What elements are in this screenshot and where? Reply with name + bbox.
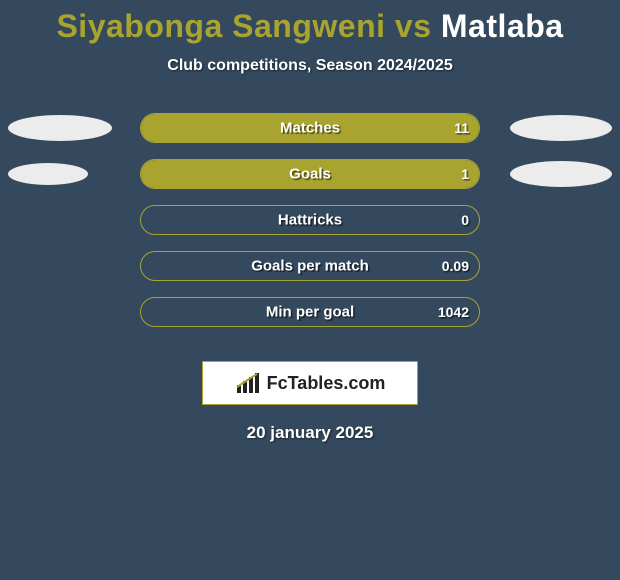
stat-label: Goals per match xyxy=(251,258,369,275)
comparison-chart: Matches 11 Goals 1 Hattricks 0 Goals per match… xyxy=(0,113,620,343)
left-ellipse xyxy=(8,115,112,141)
right-ellipse xyxy=(510,161,612,187)
stat-bar: Min per goal 1042 xyxy=(140,297,480,327)
bars-icon xyxy=(235,373,261,393)
stat-value: 1042 xyxy=(438,304,469,320)
stat-row: Goals 1 xyxy=(0,159,620,189)
stat-value: 1 xyxy=(461,166,469,182)
stat-row: Hattricks 0 xyxy=(0,205,620,235)
fctables-logo[interactable]: FcTables.com xyxy=(202,361,418,405)
subtitle: Club competitions, Season 2024/2025 xyxy=(0,57,620,75)
stat-label: Hattricks xyxy=(278,212,342,229)
stat-value: 0 xyxy=(461,212,469,228)
stat-value: 0.09 xyxy=(442,258,469,274)
stat-label: Matches xyxy=(280,120,340,137)
vs-text: vs xyxy=(395,8,432,44)
logo-text: FcTables.com xyxy=(267,373,386,394)
right-ellipse xyxy=(510,115,612,141)
stat-bar: Goals per match 0.09 xyxy=(140,251,480,281)
page-title: Siyabonga Sangweni vs Matlaba xyxy=(0,0,620,45)
stat-row: Matches 11 xyxy=(0,113,620,143)
stat-value: 11 xyxy=(454,120,469,136)
left-ellipse xyxy=(8,163,88,185)
player2-name: Matlaba xyxy=(441,8,564,44)
snapshot-date: 20 january 2025 xyxy=(0,423,620,443)
stat-label: Goals xyxy=(289,166,331,183)
stat-label: Min per goal xyxy=(266,304,354,321)
stat-row: Goals per match 0.09 xyxy=(0,251,620,281)
stat-bar: Matches 11 xyxy=(140,113,480,143)
player1-name: Siyabonga Sangweni xyxy=(56,8,385,44)
stat-row: Min per goal 1042 xyxy=(0,297,620,327)
stat-bar: Goals 1 xyxy=(140,159,480,189)
stat-bar: Hattricks 0 xyxy=(140,205,480,235)
